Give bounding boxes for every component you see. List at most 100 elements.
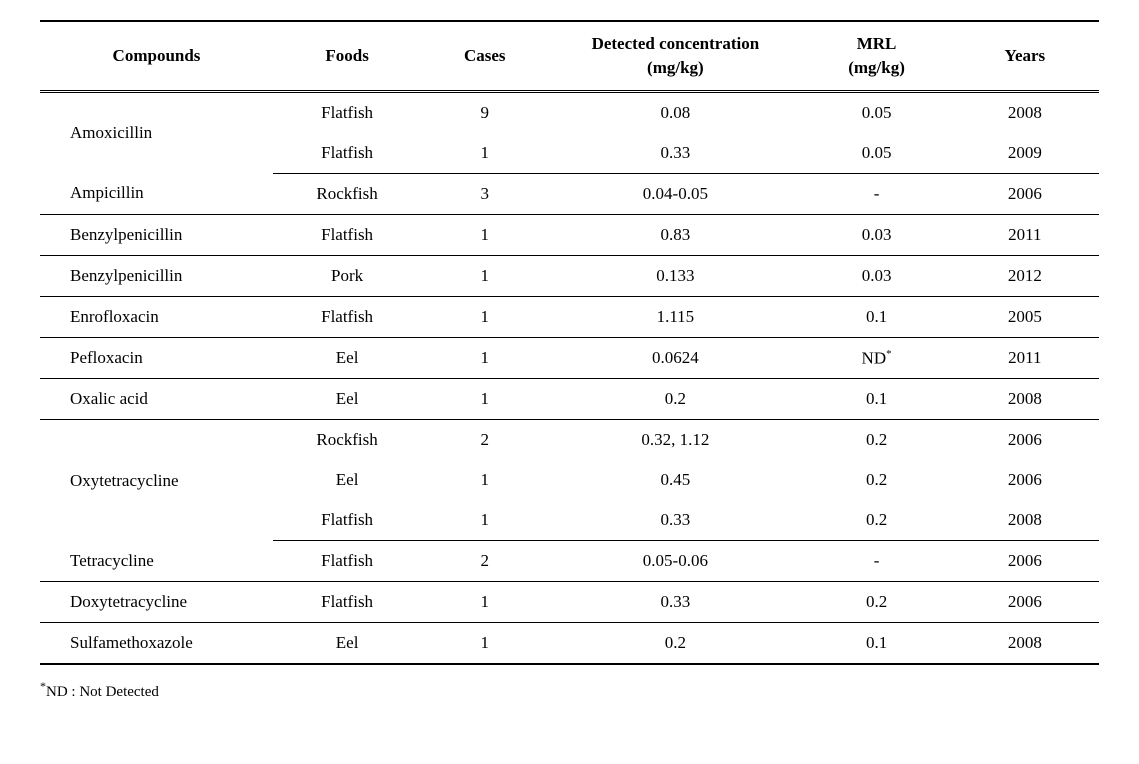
cell-detected: 0.83 (548, 214, 802, 255)
table-row: EnrofloxacinFlatfish11.1150.12005 (40, 296, 1099, 337)
cell-detected: 0.33 (548, 133, 802, 174)
col-mrl: MRL (mg/kg) (802, 21, 950, 91)
cell-cases: 1 (421, 255, 548, 296)
cell-food: Flatfish (273, 214, 421, 255)
table-header-row: Compounds Foods Cases Detected concentra… (40, 21, 1099, 91)
cell-compound: Tetracycline (40, 541, 273, 582)
footnote: *ND : Not Detected (40, 679, 1099, 701)
cell-year: 2011 (951, 214, 1099, 255)
cell-detected: 0.08 (548, 91, 802, 133)
table-row: TetracyclineFlatfish20.05-0.06-2006 (40, 541, 1099, 582)
cell-food: Flatfish (273, 582, 421, 623)
table-row: BenzylpenicillinFlatfish10.830.032011 (40, 214, 1099, 255)
residue-table: Compounds Foods Cases Detected concentra… (40, 20, 1099, 665)
col-detected-line1: Detected concentration (592, 34, 760, 53)
cell-food: Rockfish (273, 420, 421, 461)
cell-detected: 0.133 (548, 255, 802, 296)
cell-year: 2006 (951, 541, 1099, 582)
cell-compound: Doxytetracycline (40, 582, 273, 623)
cell-food: Pork (273, 255, 421, 296)
cell-year: 2008 (951, 500, 1099, 541)
cell-cases: 2 (421, 541, 548, 582)
cell-compound: Benzylpenicillin (40, 255, 273, 296)
cell-food: Eel (273, 337, 421, 379)
cell-year: 2008 (951, 91, 1099, 133)
cell-detected: 0.33 (548, 500, 802, 541)
cell-food: Flatfish (273, 91, 421, 133)
cell-year: 2006 (951, 582, 1099, 623)
cell-detected: 0.33 (548, 582, 802, 623)
cell-cases: 1 (421, 133, 548, 174)
cell-cases: 3 (421, 173, 548, 214)
cell-food: Flatfish (273, 296, 421, 337)
cell-detected: 0.45 (548, 460, 802, 500)
cell-year: 2006 (951, 173, 1099, 214)
col-mrl-line1: MRL (857, 34, 897, 53)
cell-mrl: 0.1 (802, 379, 950, 420)
cell-year: 2005 (951, 296, 1099, 337)
col-years: Years (951, 21, 1099, 91)
cell-food: Flatfish (273, 541, 421, 582)
col-detected: Detected concentration (mg/kg) (548, 21, 802, 91)
footnote-text: ND : Not Detected (46, 684, 159, 700)
cell-year: 2008 (951, 623, 1099, 665)
cell-detected: 0.04-0.05 (548, 173, 802, 214)
cell-compound: Ampicillin (40, 173, 273, 214)
cell-cases: 1 (421, 500, 548, 541)
cell-compound: Pefloxacin (40, 337, 273, 379)
cell-mrl: - (802, 541, 950, 582)
cell-food: Flatfish (273, 133, 421, 174)
cell-compound: Enrofloxacin (40, 296, 273, 337)
cell-mrl: 0.2 (802, 420, 950, 461)
cell-cases: 9 (421, 91, 548, 133)
cell-detected: 0.2 (548, 379, 802, 420)
table-row: AmoxicillinFlatfish90.080.052008 (40, 91, 1099, 133)
cell-compound: Amoxicillin (40, 91, 273, 173)
col-detected-line2: (mg/kg) (647, 58, 704, 77)
cell-food: Eel (273, 460, 421, 500)
cell-cases: 1 (421, 337, 548, 379)
cell-food: Flatfish (273, 500, 421, 541)
cell-detected: 0.32, 1.12 (548, 420, 802, 461)
cell-detected: 0.05-0.06 (548, 541, 802, 582)
cell-cases: 2 (421, 420, 548, 461)
table-row: AmpicillinRockfish30.04-0.05-2006 (40, 173, 1099, 214)
table-row: SulfamethoxazoleEel10.20.12008 (40, 623, 1099, 665)
cell-mrl: 0.1 (802, 296, 950, 337)
cell-mrl: ND* (802, 337, 950, 379)
cell-mrl: 0.1 (802, 623, 950, 665)
col-foods: Foods (273, 21, 421, 91)
cell-mrl: 0.2 (802, 500, 950, 541)
table-row: BenzylpenicillinPork10.1330.032012 (40, 255, 1099, 296)
cell-year: 2009 (951, 133, 1099, 174)
cell-food: Eel (273, 623, 421, 665)
cell-mrl: - (802, 173, 950, 214)
cell-cases: 1 (421, 582, 548, 623)
cell-year: 2006 (951, 420, 1099, 461)
cell-cases: 1 (421, 379, 548, 420)
cell-food: Eel (273, 379, 421, 420)
cell-detected: 1.115 (548, 296, 802, 337)
cell-compound: Benzylpenicillin (40, 214, 273, 255)
cell-mrl: 0.05 (802, 133, 950, 174)
cell-year: 2011 (951, 337, 1099, 379)
cell-compound: Oxytetracycline (40, 420, 273, 541)
cell-mrl: 0.03 (802, 214, 950, 255)
cell-cases: 1 (421, 623, 548, 665)
table-row: OxytetracyclineRockfish20.32, 1.120.2200… (40, 420, 1099, 461)
cell-compound: Sulfamethoxazole (40, 623, 273, 665)
cell-year: 2006 (951, 460, 1099, 500)
cell-cases: 1 (421, 214, 548, 255)
col-compounds: Compounds (40, 21, 273, 91)
table-row: DoxytetracyclineFlatfish10.330.22006 (40, 582, 1099, 623)
cell-year: 2012 (951, 255, 1099, 296)
table-body: AmoxicillinFlatfish90.080.052008Flatfish… (40, 91, 1099, 664)
cell-mrl: 0.03 (802, 255, 950, 296)
table-row: Oxalic acidEel10.20.12008 (40, 379, 1099, 420)
cell-cases: 1 (421, 460, 548, 500)
table-row: PefloxacinEel10.0624ND*2011 (40, 337, 1099, 379)
cell-mrl: 0.05 (802, 91, 950, 133)
cell-cases: 1 (421, 296, 548, 337)
cell-detected: 0.2 (548, 623, 802, 665)
cell-year: 2008 (951, 379, 1099, 420)
